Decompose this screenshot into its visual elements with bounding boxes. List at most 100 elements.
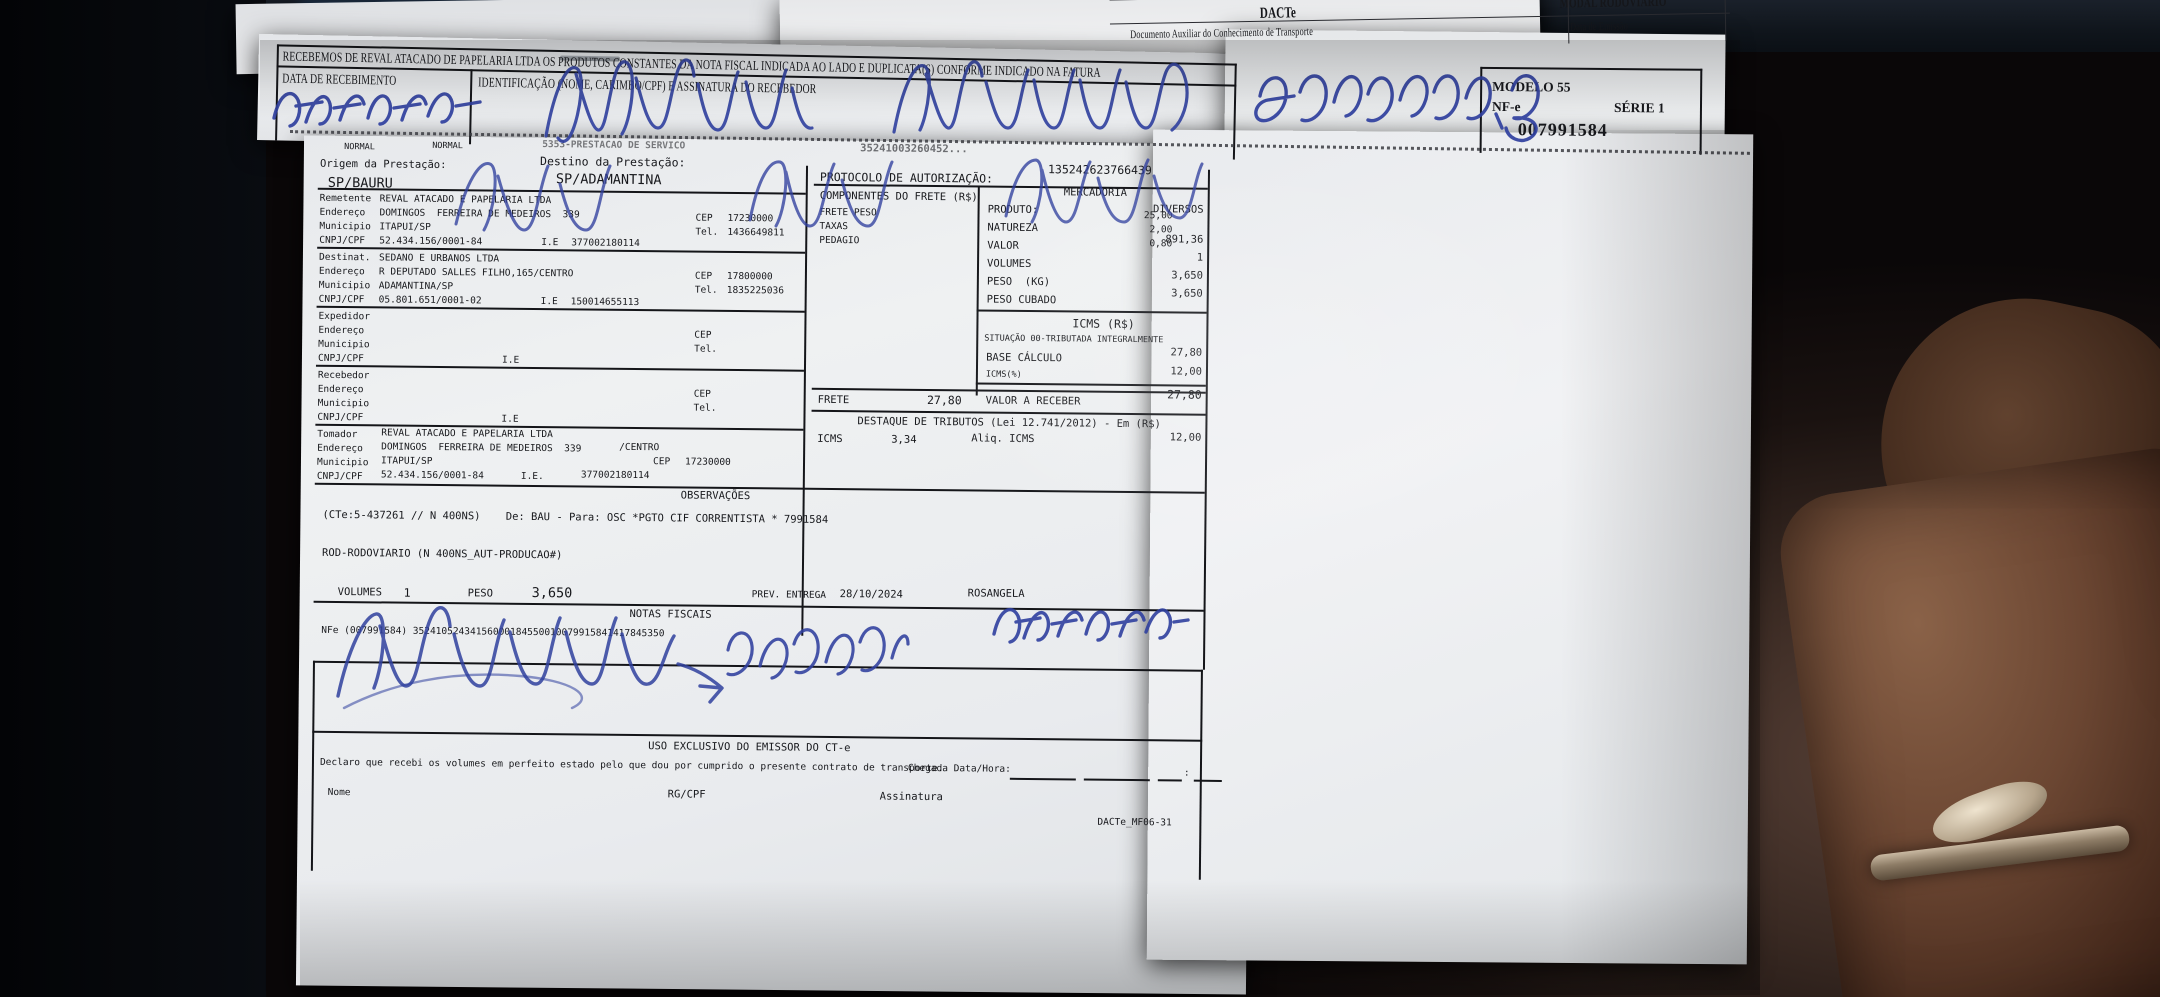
destinatario-tel: 1835225036 (726, 284, 785, 297)
remetente-endereco: DOMINGOS FERREIRA DE MEDEIROS 339 (379, 207, 580, 221)
destinatario-cnpj-label: CNPJ/CPF (318, 293, 365, 306)
expedidor-endereco-label: Endereço (318, 324, 365, 337)
footer-declaration: Declaro que recebi os volumes em perfeit… (319, 756, 944, 775)
remetente-label: Remetente (319, 192, 372, 205)
footer-title: USO EXCLUSIVO DO EMISSOR DO CT-e (648, 740, 851, 755)
destinatario-endereco-label: Endereço (318, 265, 365, 278)
emission-label: Data de Emissão (1569, 20, 1629, 34)
notas-fiscais-line: NFe (007991584) 352410524341560001845500… (321, 624, 665, 640)
mercadoria-row-3-value: 1 (1196, 251, 1204, 264)
expedidor-ie-label: I.E (501, 354, 520, 366)
tomador-bairro: /CENTRO (619, 441, 660, 454)
origem-label: Origem da Prestação: (319, 157, 447, 172)
remetente-cnpj-label: CNPJ/CPF (319, 234, 366, 247)
icms-row-1-value: 12,00 (1170, 365, 1203, 378)
recebedor-cnpj-label: CNPJ/CPF (317, 411, 364, 424)
remetente-name: REVAL ATACADO E PAPELARIA LTDA (379, 193, 552, 207)
dacte-body: NORMAL NORMAL 5353-PRESTACAO DE SERVICO … (296, 133, 1765, 997)
destinatario-tel-label: Tel. (694, 284, 718, 296)
stub-identification-label: IDENTIFICAÇÃO (NOME, CARIMBO/CPF) E ASSI… (478, 74, 817, 97)
recebedor-endereco-label: Endereço (317, 383, 364, 396)
volumes-label: VOLUMES (337, 585, 383, 599)
remetente-municipio-label: Municipio (319, 220, 371, 233)
icms-row-0-value: 27,80 (1170, 346, 1203, 359)
tomador-cnpj-label: CNPJ/CPF (316, 470, 363, 483)
chegada-label: Chegada Data/Hora: (907, 762, 1011, 775)
tomador-municipio: ITAPUI/SP (380, 455, 433, 467)
destinatario-cep-label: CEP (694, 270, 713, 282)
recebedor-ie-label: I.E (501, 413, 519, 425)
remetente-cnpj: 52.434.156/0001-84 (379, 235, 483, 248)
nfe-box: MODELO 55 NF-e SÉRIE 1 007991584 (1479, 55, 1751, 157)
assinatura-label: Assinatura (879, 790, 943, 804)
nome-label: Nome (327, 786, 351, 799)
expedidor-municipio-label: Municipio (318, 338, 370, 351)
expedidor-cnpj-label: CNPJ/CPF (318, 352, 364, 365)
dacte-subtitle: Documento Auxiliar do Conhecimento de Tr… (1130, 25, 1314, 42)
mercadoria-row-4-value: 3,650 (1171, 269, 1203, 282)
destinatario-cnpj: 05.801.651/0001-02 (378, 294, 482, 307)
tomador-cep-label: CEP (652, 456, 671, 468)
destinatario-label: Destinat. (319, 251, 371, 264)
destinatario-name: SEDANO E URBANOS LTDA (379, 252, 500, 265)
destinatario-municipio-label: Municipio (318, 279, 371, 292)
icms-title: ICMS (R$) (1072, 316, 1135, 332)
destinatario-municipio: ADAMANTINA/SP (378, 280, 454, 293)
destino-label: Destino da Prestação: (539, 154, 686, 170)
observacoes-line2: ROD-RODOVIARIO (N 400NS_AUT-PRODUCAO#) (322, 546, 563, 562)
observacoes-line1: (CTe:5-437261 // N 400NS) De: BAU - Para… (322, 508, 829, 526)
destinatario-cep: 17800000 (726, 270, 773, 283)
tomador-municipio-label: Municipio (316, 456, 369, 469)
tomador-cep: 17230000 (684, 456, 731, 468)
expedidor-label: Expedidor (318, 310, 371, 323)
tomador-cnpj: 52.434.156/0001-84 (380, 469, 484, 482)
normal-label-1: NORMAL (344, 142, 375, 153)
form-code: DACTe_MF06-31 (1097, 816, 1172, 829)
tributos-icms-label: ICMS (817, 432, 843, 446)
destinatario-ie: 150014655113 (570, 296, 640, 309)
nfe-number: 007991584 (1517, 119, 1608, 140)
destino-value: SP/ADAMANTINA (555, 171, 662, 189)
left-dark-edge (0, 0, 266, 997)
tomador-name: REVAL ATACADO E PAPELARIA LTDA (381, 427, 553, 441)
peso-value: 3,650 (531, 584, 573, 602)
expedidor-cep-label: CEP (694, 329, 712, 341)
tomador-ie: 377002180114 (580, 469, 650, 482)
modal-label: MODAL RODOVIÁRIO (1559, 0, 1667, 11)
remetente-endereco-label: Endereço (319, 206, 366, 219)
notas-fiscais-title: NOTAS FISCAIS (629, 607, 712, 621)
tributos-aliq-value: 12,00 (1169, 431, 1202, 444)
remetente-municipio: ITAPUI/SP (379, 221, 431, 233)
mercadoria-title: MERCADORIA (1063, 186, 1128, 199)
peso-label: PESO (467, 587, 494, 600)
serie-label: SÉRIE 1 (1613, 99, 1665, 116)
expedidor-tel-label: Tel. (694, 343, 718, 355)
destinatario-endereco: R DEPUTADO SALLES FILHO,165/CENTRO (378, 266, 574, 280)
protocolo-value: 135242623766439 (1047, 162, 1152, 178)
atendente-name: ROSANGELA (967, 587, 1025, 600)
destinatario-ie-label: I.E (540, 296, 558, 308)
mercadoria-row-5-value: 3,650 (1171, 287, 1203, 300)
remetente-ie-label: I.E (541, 237, 559, 249)
icms-situacao: SITUAÇÃO 00-TRIBUTADA INTEGRALMENTE (984, 333, 1164, 346)
observacoes-title: OBSERVAÇÕES (680, 489, 751, 503)
volumes-value: 1 (403, 585, 411, 600)
recebedor-municipio-label: Municipio (317, 397, 370, 410)
cfop-text: 5353-PRESTACAO DE SERVICO (542, 139, 686, 152)
normal-label-2: NORMAL (432, 140, 463, 152)
chegada-colon: : (1183, 767, 1190, 779)
frete-total-value: 27,80 (926, 392, 962, 408)
remetente-ie: 377002180114 (571, 237, 640, 250)
modelo-label: MODELO 55 (1492, 78, 1571, 95)
tomador-endereco: DOMINGOS FERREIRA DE MEDEIROS 339 (381, 441, 582, 455)
nfe-label: NF-e (1491, 98, 1521, 115)
recebedor-label: Recebedor (317, 369, 370, 382)
prev-entrega-label: PREV. ENTREGA (751, 589, 827, 601)
tomador-endereco-label: Endereço (317, 442, 363, 455)
rgcpf-label: RG/CPF (667, 788, 706, 801)
chave-partial: 35241003260452... (860, 142, 968, 156)
tomador-label: Tomador (317, 428, 358, 441)
stub-date-label: DATA DE RECEBIMENTO (282, 70, 397, 88)
tomador-ie-label: I.E. (520, 470, 544, 483)
